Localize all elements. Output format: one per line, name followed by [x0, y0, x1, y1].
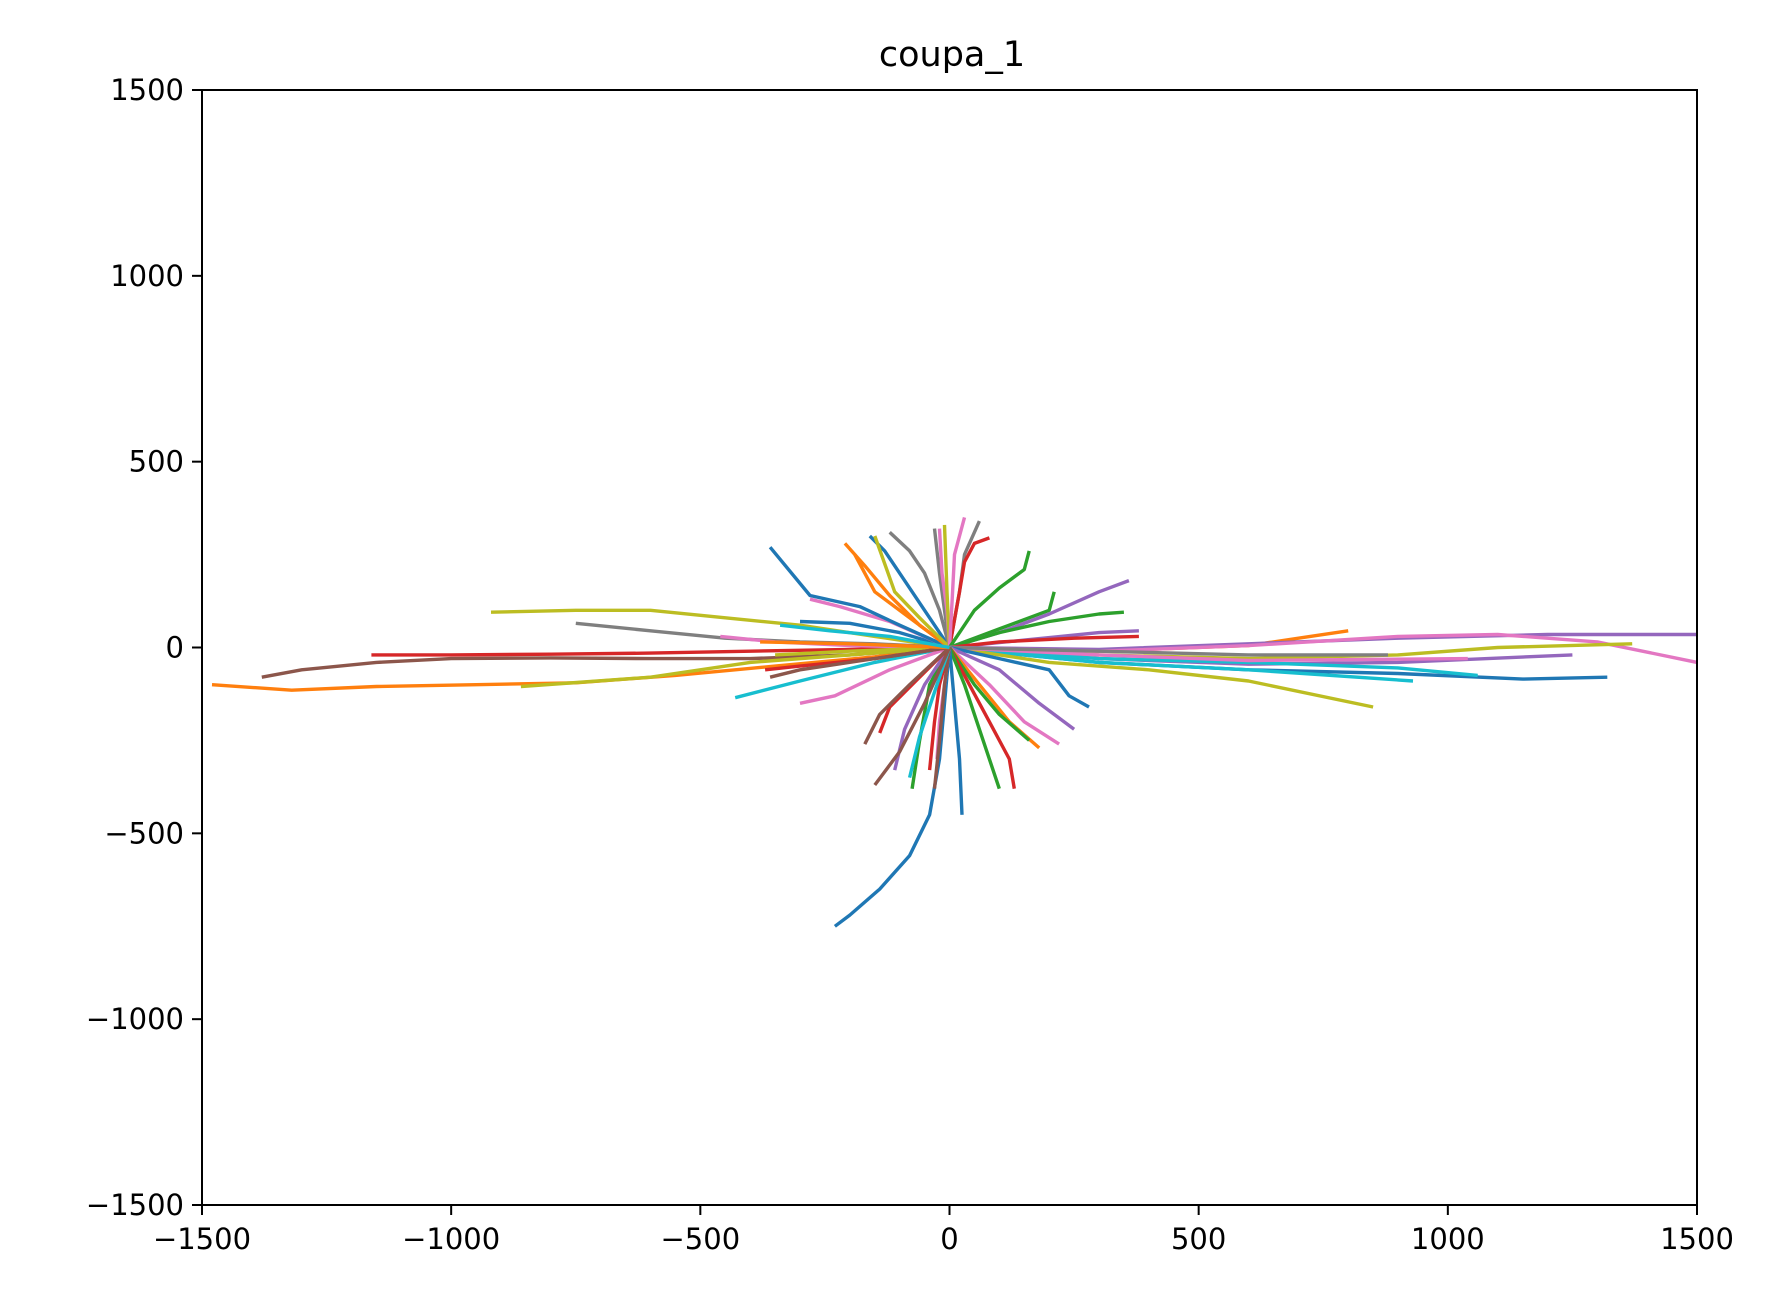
trajectory-line-18 [873, 535, 951, 649]
trajectory-line-46 [948, 646, 1031, 742]
x-tick-label: −1500 [153, 1222, 251, 1256]
trajectory-line-11 [799, 619, 950, 650]
trajectory-line-30 [949, 634, 1139, 650]
y-tick-label: 500 [129, 445, 184, 479]
trajectory-line-21 [942, 524, 952, 648]
trajectory-line-17 [853, 553, 951, 649]
trajectory-line-52 [932, 647, 952, 789]
series-layer [211, 516, 1697, 928]
trajectory-line-49 [947, 647, 964, 815]
y-axis: −1500 −1000 −500 0 500 1000 1500 [86, 73, 202, 1222]
y-tick-label: 1500 [110, 73, 184, 107]
x-tick-label: −1000 [402, 1222, 500, 1256]
trajectory-line-39 [949, 645, 1374, 709]
trajectory-line-25 [948, 550, 1031, 649]
trajectory-line-16 [888, 531, 952, 648]
trajectory-line-41 [949, 645, 1388, 657]
trajectory-line-28 [949, 610, 1125, 650]
trajectory-line-40 [949, 645, 1468, 663]
x-tick-label: −500 [661, 1222, 741, 1256]
trajectory-line-59 [775, 645, 950, 657]
chart-title: coupa_1 [879, 35, 1025, 75]
trajectory-line-62 [760, 640, 950, 650]
trajectory-line-4 [371, 645, 950, 657]
x-tick-label: 1500 [1660, 1222, 1734, 1256]
y-tick-label: 0 [166, 631, 184, 665]
y-tick-label: 1000 [110, 259, 184, 293]
trajectory-line-7 [520, 645, 950, 689]
trajectory-line-13 [768, 546, 951, 650]
x-axis: −1500 −1000 −500 0 500 1000 1500 [153, 1205, 1734, 1256]
trajectory-line-61 [769, 645, 950, 679]
y-tick-label: −1000 [86, 1002, 184, 1036]
trajectory-line-63 [779, 623, 950, 650]
trajectory-line-10 [799, 645, 951, 705]
trajectory-line-38 [949, 645, 1414, 683]
trajectory-line-37 [949, 645, 1478, 678]
trajectory-line-42 [949, 645, 1090, 709]
trajectory-line-54 [907, 646, 952, 779]
y-tick-label: −500 [104, 816, 184, 850]
trajectory-line-43 [948, 645, 1076, 731]
trajectory-line-47 [948, 646, 1016, 789]
x-tick-label: 500 [1171, 1222, 1226, 1256]
trajectory-line-48 [947, 646, 1001, 790]
trajectory-line-9 [734, 645, 950, 700]
x-tick-label: 0 [940, 1222, 958, 1256]
trajectory-line-58 [863, 646, 951, 745]
trajectory-line-23 [947, 536, 990, 648]
x-tick-label: 1000 [1411, 1222, 1485, 1256]
trajectory-line-26 [948, 591, 1056, 650]
trajectory-line-56 [873, 646, 952, 787]
y-tick-label: −1500 [86, 1188, 184, 1222]
trajectory-line-44 [948, 646, 1061, 746]
trajectory-line-24 [947, 516, 967, 648]
